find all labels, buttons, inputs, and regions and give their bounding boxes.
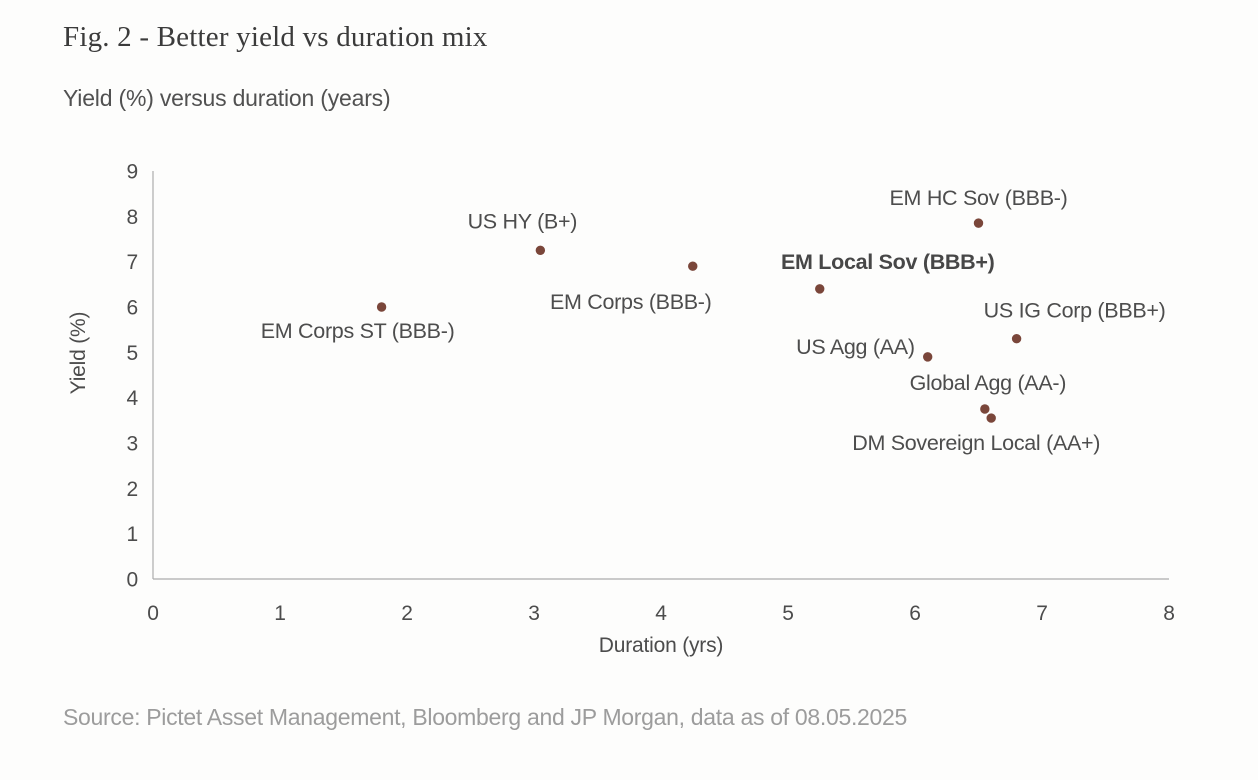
source-note: Source: Pictet Asset Management, Bloombe…	[63, 704, 908, 730]
data-point-label: US Agg (AA)	[796, 335, 915, 359]
data-point-label: Global Agg (AA-)	[910, 371, 1067, 395]
data-point-label: EM Local Sov (BBB+)	[781, 250, 995, 274]
x-axis-title: Duration (yrs)	[599, 634, 723, 657]
data-point-label: US IG Corp (BBB+)	[984, 299, 1166, 323]
x-tick-label: 1	[274, 602, 285, 625]
y-tick-label: 5	[127, 342, 138, 365]
y-tick-label: 0	[127, 569, 138, 592]
y-tick-label: 3	[127, 433, 138, 456]
y-axis-title: Yield (%)	[67, 312, 90, 395]
x-tick-label: 6	[909, 602, 920, 625]
y-tick-label: 2	[127, 478, 138, 501]
data-point-label: EM Corps (BBB-)	[550, 290, 712, 314]
data-point	[1011, 334, 1022, 344]
data-point-label: US HY (B+)	[468, 209, 578, 233]
x-tick-label: 4	[655, 602, 667, 625]
data-point	[973, 218, 984, 228]
data-point	[815, 284, 825, 294]
y-tick-label: 1	[127, 523, 138, 546]
x-tick-label: 2	[401, 602, 412, 625]
data-point	[986, 413, 996, 423]
scatter-chart: 0 1 2 3 4 5 6 7 8 9 0 1 2 3 4 5 6 7 8 Duration (yrs) Yield (…	[67, 161, 1175, 658]
data-point	[688, 261, 698, 271]
figure-title: Fig. 2 - Better yield vs duration mix	[63, 21, 488, 53]
y-tick-label: 7	[127, 251, 138, 274]
x-tick-label: 5	[782, 602, 793, 625]
data-point-label: DM Sovereign Local (AA+)	[852, 431, 1100, 455]
x-tick-label: 8	[1163, 602, 1174, 625]
data-point-label: EM HC Sov (BBB-)	[890, 186, 1068, 210]
data-point	[535, 245, 546, 256]
x-tick-label: 3	[528, 602, 539, 625]
data-point	[923, 352, 933, 362]
y-tick-label: 9	[127, 161, 138, 184]
data-point	[376, 302, 387, 312]
data-point-label: EM Corps ST (BBB-)	[261, 319, 455, 343]
x-tick-label: 0	[147, 602, 158, 625]
y-tick-label: 6	[127, 297, 138, 320]
data-point	[980, 404, 990, 414]
x-tick-label: 7	[1036, 602, 1047, 625]
y-tick-label: 8	[127, 206, 138, 229]
figure-subtitle: Yield (%) versus duration (years)	[63, 85, 391, 111]
y-tick-label: 4	[127, 387, 139, 410]
